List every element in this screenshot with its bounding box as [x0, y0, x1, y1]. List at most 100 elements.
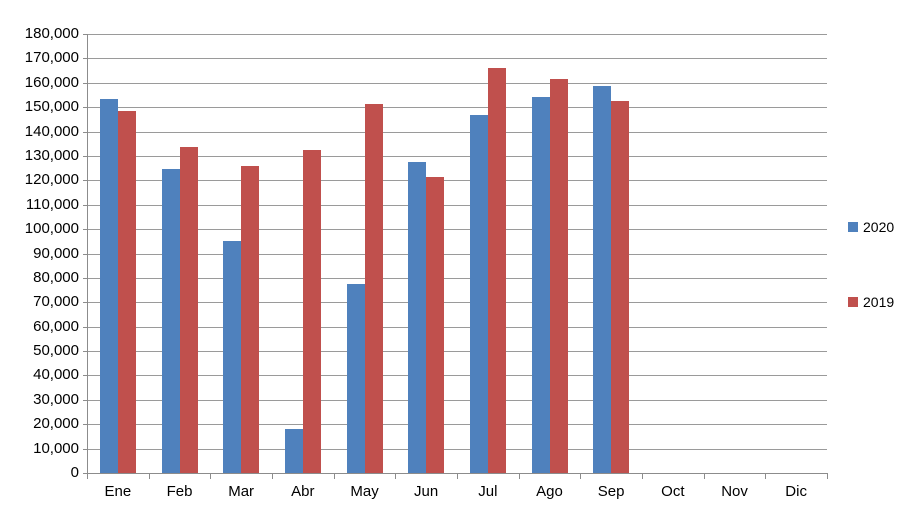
y-axis-tick-label: 140,000	[24, 122, 79, 140]
x-axis-tick	[395, 474, 397, 479]
y-axis-tick-140,000	[83, 131, 88, 133]
gridline-170000	[87, 58, 827, 60]
y-axis-tick-0	[83, 473, 88, 474]
x-axis-tick	[148, 474, 150, 479]
y-axis-tick-50,000	[83, 351, 88, 353]
gridline-80000	[87, 277, 827, 279]
bar-2019-ago	[549, 79, 568, 473]
bar-2020-ago	[531, 97, 550, 473]
y-axis-tick-label: 170,000	[24, 49, 79, 67]
gridline-30000	[87, 399, 827, 401]
x-axis-label-nov: Nov	[721, 483, 748, 500]
x-axis-label-mar: Mar	[228, 483, 255, 500]
gridline-140000	[87, 131, 827, 133]
gridline-160000	[87, 82, 827, 84]
x-axis-label-sep: Sep	[597, 483, 625, 500]
gridline-40000	[87, 375, 827, 377]
y-axis-tick-90,000	[83, 253, 88, 255]
x-axis-label-abr: Abr	[291, 483, 315, 500]
y-axis-tick-40,000	[83, 375, 88, 377]
x-axis-tick	[518, 474, 520, 479]
bar-2019-jun	[426, 176, 445, 473]
y-axis-tick-10,000	[83, 448, 88, 450]
bar-2020-abr	[284, 429, 303, 473]
legend-item-2020: 2020	[848, 219, 894, 235]
gridline-120000	[87, 180, 827, 182]
y-axis-tick-120,000	[83, 180, 88, 182]
plot-area	[87, 34, 827, 473]
x-axis-tick	[87, 474, 88, 479]
y-axis-tick-80,000	[83, 277, 88, 279]
y-axis-tick-130,000	[83, 155, 88, 157]
x-axis-tick	[703, 474, 705, 479]
legend-label-2020: 2020	[863, 219, 895, 235]
y-axis-tick-label: 10,000	[33, 439, 79, 457]
y-axis-tick-label: 120,000	[24, 171, 79, 189]
y-axis-tick-label: 70,000	[33, 293, 79, 311]
gridline-180000	[87, 34, 827, 35]
y-axis-tick-label: 50,000	[33, 342, 79, 360]
gridline-90000	[87, 253, 827, 255]
y-axis-tick-180,000	[83, 34, 88, 35]
y-axis-tick-20,000	[83, 424, 88, 426]
y-axis-tick-label: 150,000	[24, 98, 79, 116]
x-axis-label-feb: Feb	[166, 483, 193, 500]
y-axis-tick-160,000	[83, 82, 88, 84]
bar-2019-ene	[117, 110, 136, 473]
legend-label-2019: 2019	[863, 294, 895, 310]
gridline-60000	[87, 326, 827, 328]
y-axis-tick-label: 20,000	[33, 415, 79, 433]
y-axis-tick-label: 180,000	[24, 25, 79, 42]
y-axis-tick-label: 30,000	[33, 390, 79, 408]
y-axis-tick-110,000	[83, 204, 88, 206]
y-axis-tick-label: 80,000	[33, 268, 79, 286]
legend-item-2019: 2019	[848, 294, 894, 310]
x-axis-label-jun: Jun	[414, 483, 439, 500]
bar-2020-jul	[469, 114, 488, 473]
x-axis-label-ene: Ene	[104, 483, 132, 500]
gridline-110000	[87, 204, 827, 206]
x-axis-label-oct: Oct	[661, 483, 685, 500]
x-axis-tick	[457, 474, 458, 479]
y-axis-tick-60,000	[83, 326, 88, 328]
x-axis-label-may: May	[350, 483, 379, 500]
x-axis-tick	[580, 474, 582, 479]
gridline-130000	[87, 155, 827, 157]
y-axis-tick-170,000	[83, 58, 88, 60]
x-axis-tick	[210, 474, 212, 479]
bar-2020-sep	[593, 86, 612, 473]
legend-swatch-2020	[848, 222, 858, 232]
gridline-20000	[87, 424, 827, 426]
y-axis-tick-label: 160,000	[24, 73, 79, 91]
y-axis-tick-150,000	[83, 107, 88, 109]
x-axis-tick	[827, 474, 828, 479]
y-axis-tick-30,000	[83, 399, 88, 401]
gridline-70000	[87, 302, 827, 304]
gridline-10000	[87, 448, 827, 450]
y-axis-tick-100,000	[83, 229, 88, 231]
y-axis-tick-label: 110,000	[25, 195, 79, 213]
y-axis-tick-70,000	[83, 302, 88, 304]
x-axis-tick	[272, 474, 273, 479]
gridline-150000	[87, 107, 827, 109]
bar-2019-feb	[179, 147, 198, 473]
y-axis-tick-label: 60,000	[33, 317, 79, 335]
y-axis-tick-label: 90,000	[33, 244, 79, 262]
y-axis-tick-label: 40,000	[33, 366, 79, 384]
y-axis-tick-label: 0	[70, 464, 79, 481]
bar-2019-abr	[302, 149, 321, 473]
x-axis-tick	[765, 474, 767, 479]
gridline-100000	[87, 229, 827, 231]
x-axis-label-jul: Jul	[478, 483, 498, 500]
x-axis-label-ago: Ago	[536, 483, 563, 500]
bar-2020-feb	[161, 169, 180, 473]
bar-2020-mar	[223, 241, 242, 473]
bar-2019-mar	[241, 165, 260, 473]
legend-swatch-2019	[848, 297, 858, 307]
bar-2020-jun	[408, 162, 427, 473]
bar-2019-sep	[611, 101, 630, 473]
bar-2019-jul	[487, 68, 506, 473]
x-axis-label-dic: Dic	[785, 483, 807, 500]
y-axis-tick-label: 100,000	[24, 220, 79, 238]
